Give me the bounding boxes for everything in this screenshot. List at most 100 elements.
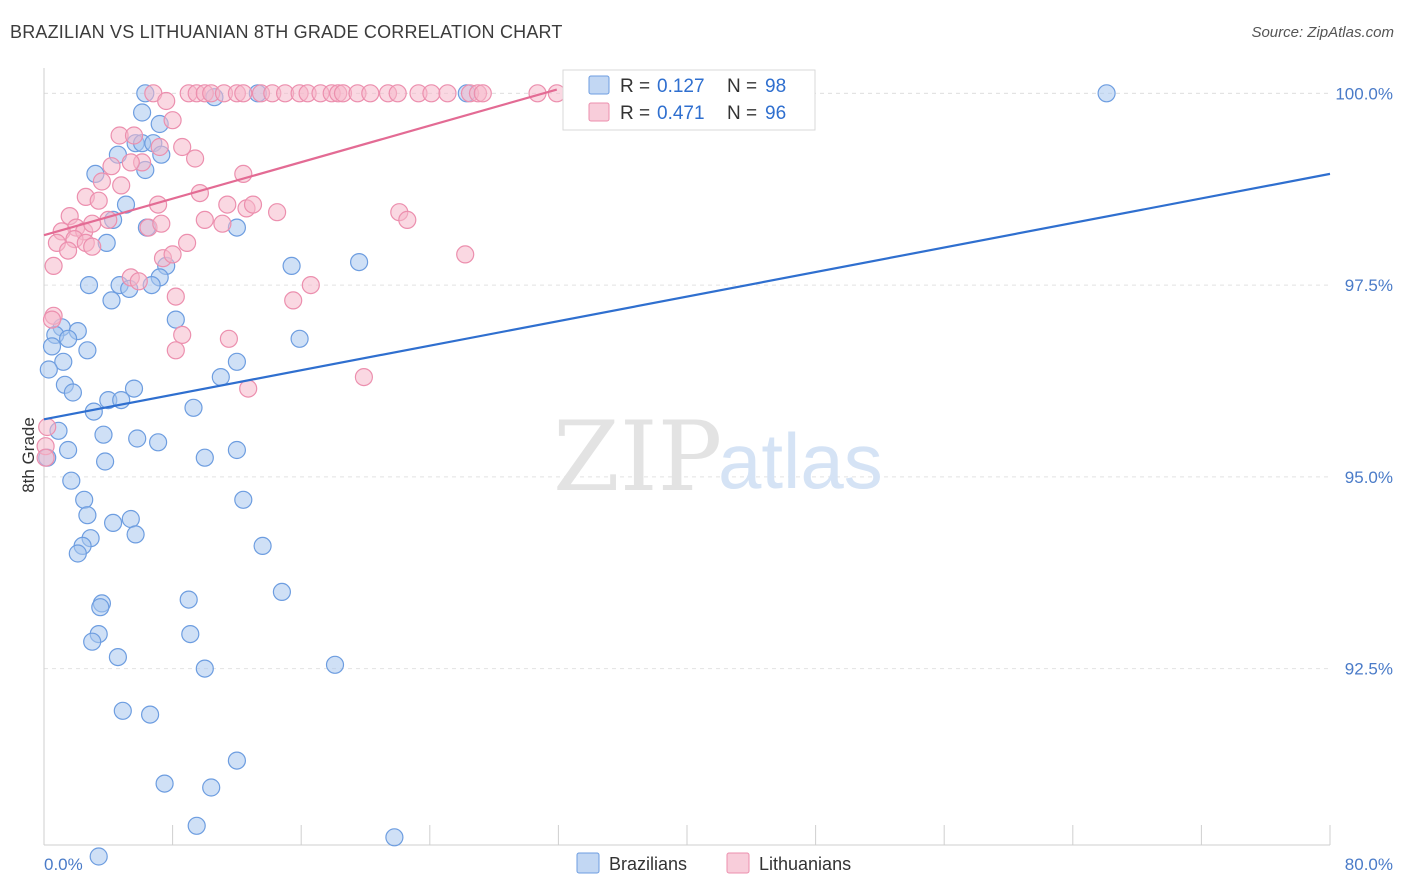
point-brazilians	[181, 624, 200, 644]
point-brazilians	[75, 490, 94, 509]
point-brazilians	[272, 582, 291, 602]
trend-line-lithuanians	[43, 88, 558, 237]
point-lithuanians	[219, 329, 238, 348]
point-lithuanians	[42, 310, 62, 329]
watermark-atlas: atlas	[718, 417, 883, 505]
point-lithuanians	[83, 237, 102, 256]
point-brazilians	[124, 379, 144, 398]
point-lithuanians	[36, 448, 55, 467]
point-brazilians	[350, 253, 369, 272]
point-brazilians	[68, 544, 87, 563]
point-brazilians	[385, 828, 404, 847]
point-lithuanians	[173, 137, 192, 157]
point-lithuanians	[398, 210, 417, 229]
point-brazilians	[179, 590, 198, 609]
point-lithuanians	[456, 245, 475, 264]
point-lithuanians	[234, 84, 253, 103]
point-brazilians	[141, 705, 160, 724]
point-brazilians	[187, 816, 206, 835]
point-brazilians	[79, 276, 99, 295]
bottom-legend-swatch-lithuanians	[726, 852, 750, 874]
point-lithuanians	[157, 91, 176, 111]
point-brazilians	[126, 525, 145, 544]
chart-title: BRAZILIAN VS LITHUANIAN 8TH GRADE CORREL…	[10, 22, 563, 42]
point-lithuanians	[124, 126, 144, 145]
point-lithuanians	[163, 111, 182, 130]
point-lithuanians	[438, 84, 457, 103]
legend: R = 0.127 N = 98 R = 0.471 N = 96	[562, 69, 816, 131]
legend-swatch-lithuanians	[588, 102, 610, 122]
point-lithuanians	[129, 272, 148, 291]
point-lithuanians	[301, 276, 320, 295]
point-lithuanians	[89, 191, 108, 210]
point-lithuanians	[163, 245, 182, 264]
point-brazilians	[282, 256, 301, 275]
point-lithuanians	[195, 210, 214, 229]
point-brazilians	[290, 329, 309, 348]
source-label: Source: ZipAtlas.com	[1251, 24, 1394, 41]
point-brazilians	[58, 440, 78, 460]
point-lithuanians	[150, 137, 169, 157]
point-brazilians	[78, 506, 97, 525]
point-brazilians	[116, 195, 136, 214]
x-tick-label-min: 0.0%	[44, 855, 83, 874]
bottom-legend-swatch-brazilians	[576, 852, 600, 874]
point-brazilians	[95, 452, 115, 471]
watermark-zip: ZIP	[553, 401, 722, 513]
point-brazilians	[94, 425, 113, 444]
legend-r-label-lithuanians: R =	[620, 103, 650, 124]
point-brazilians	[149, 433, 168, 452]
bottom-legend: Brazilians Lithuanians	[576, 852, 851, 874]
point-brazilians	[103, 513, 123, 533]
legend-n-value-brazilians: 98	[765, 76, 786, 97]
point-brazilians	[78, 341, 97, 360]
point-brazilians	[1097, 84, 1116, 103]
y-tick-label: 92.5%	[1345, 660, 1393, 679]
bottom-legend-brazilians: Brazilians	[609, 854, 687, 874]
point-brazilians	[42, 337, 62, 356]
point-lithuanians	[178, 233, 197, 252]
point-brazilians	[108, 647, 128, 667]
point-lithuanians	[388, 84, 407, 103]
point-lithuanians	[112, 176, 131, 195]
point-lithuanians	[354, 368, 373, 387]
point-brazilians	[62, 471, 81, 490]
point-brazilians	[195, 659, 214, 678]
x-tick-label-max: 80.0%	[1345, 855, 1393, 874]
point-brazilians	[227, 352, 246, 371]
point-lithuanians	[121, 153, 140, 172]
point-brazilians	[227, 440, 246, 460]
point-lithuanians	[361, 84, 380, 103]
point-lithuanians	[102, 157, 121, 176]
legend-n-label-brazilians: N =	[727, 76, 757, 97]
y-axis-label: 8th Grade	[19, 417, 38, 493]
point-brazilians	[89, 847, 108, 866]
point-lithuanians	[473, 84, 492, 103]
y-tick-label: 97.5%	[1345, 276, 1393, 295]
point-lithuanians	[99, 210, 118, 229]
point-lithuanians	[422, 84, 441, 103]
point-brazilians	[253, 536, 272, 556]
point-brazilians	[227, 751, 246, 770]
point-brazilians	[63, 383, 83, 402]
point-brazilians	[133, 103, 152, 122]
point-lithuanians	[92, 172, 112, 191]
legend-r-value-lithuanians: 0.471	[657, 103, 705, 124]
y-tick-label: 95.0%	[1345, 468, 1393, 487]
point-lithuanians	[218, 195, 237, 214]
point-lithuanians	[166, 341, 185, 360]
legend-n-value-lithuanians: 96	[765, 103, 786, 124]
point-lithuanians	[58, 241, 78, 260]
series-lithuanians	[36, 84, 566, 467]
point-brazilians	[202, 778, 221, 797]
point-lithuanians	[44, 256, 63, 275]
point-lithuanians	[243, 195, 263, 214]
point-lithuanians	[166, 287, 185, 306]
point-brazilians	[39, 360, 58, 379]
point-brazilians	[91, 598, 110, 617]
point-brazilians	[128, 429, 147, 448]
watermark: ZIP atlas	[553, 401, 883, 513]
point-lithuanians	[284, 291, 303, 310]
point-brazilians	[211, 368, 230, 387]
